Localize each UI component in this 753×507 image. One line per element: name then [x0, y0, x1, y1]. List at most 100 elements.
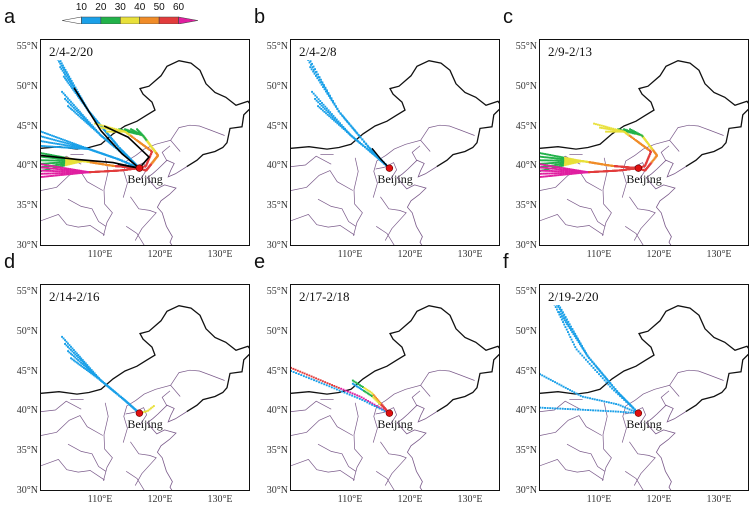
panel-letter: f [503, 251, 509, 273]
panel-letter: a [4, 6, 16, 28]
map-frame: Beijing 2/17-2/18 [290, 284, 500, 491]
latitude-label: 40°N [266, 405, 288, 417]
latitude-label: 50°N [266, 80, 288, 92]
colorbar-tick-label: 40 [134, 2, 146, 13]
longitude-label: 130°E [207, 249, 233, 260]
panel-letter: d [4, 251, 16, 273]
longitude-label: 130°E [457, 494, 483, 505]
beijing-marker [634, 164, 643, 172]
date-range-label: 2/19-2/20 [548, 289, 599, 305]
longitude-label: 130°E [207, 494, 233, 505]
latitude-label: 45°N [16, 365, 38, 377]
latitude-label: 35°N [16, 200, 38, 212]
map-canvas [540, 292, 748, 490]
latitude-label: 55°N [16, 40, 38, 52]
map-panel-b: b 55°N 50°N 45°N 40°N 35°N 30°N Beijing 2/4-2/8 1… [254, 6, 500, 260]
latitude-label: 50°N [16, 325, 38, 337]
longitude-label: 110°E [87, 249, 113, 260]
longitude-label: 110°E [87, 494, 113, 505]
beijing-label: Beijing [127, 172, 163, 187]
latitude-label: 35°N [515, 200, 537, 212]
map-canvas [41, 47, 249, 245]
map-panel-a: a 55°N 50°N 45°N 40°N 35°N 30°N Beijing 2/4-2/20… [4, 6, 250, 260]
latitude-label: 50°N [16, 80, 38, 92]
colorbar-tick-label: 60 [173, 2, 185, 13]
latitude-label: 55°N [266, 285, 288, 297]
beijing-marker [385, 164, 394, 172]
beijing-label: Beijing [377, 172, 413, 187]
map-frame: Beijing 2/4-2/20 [40, 39, 250, 246]
longitude-label: 120°E [646, 494, 672, 505]
latitude-label: 45°N [266, 365, 288, 377]
latitude-label: 30°N [515, 240, 537, 251]
trajectories [540, 292, 640, 415]
latitude-label: 50°N [515, 325, 537, 337]
longitude-label: 110°E [586, 494, 612, 505]
longitude-label: 110°E [337, 494, 363, 505]
date-range-label: 2/14-2/16 [49, 289, 100, 305]
latitude-label: 45°N [266, 120, 288, 132]
colorbar: 10 20 30 40 50 60 [61, 2, 199, 25]
latitude-label: 45°N [515, 120, 537, 132]
latitude-label: 40°N [515, 160, 537, 172]
colorbar-segment [178, 16, 199, 25]
longitude-label: 130°E [706, 494, 732, 505]
longitude-label: 130°E [706, 249, 732, 260]
latitude-label: 30°N [16, 485, 38, 496]
map-canvas [291, 47, 499, 245]
colorbar-tick-label: 10 [75, 2, 87, 13]
beijing-marker [135, 409, 144, 417]
beijing-marker [135, 164, 144, 172]
map-panel-f: f 55°N 50°N 45°N 40°N 35°N 30°N Beijing 2/19-2/2… [503, 251, 749, 505]
latitude-label: 40°N [515, 405, 537, 417]
latitude-label: 40°N [266, 160, 288, 172]
date-range-label: 2/17-2/18 [299, 289, 350, 305]
panel-letter: b [254, 6, 266, 28]
trajectories [41, 47, 159, 178]
latitude-label: 45°N [515, 365, 537, 377]
latitude-label: 45°N [16, 120, 38, 132]
map-frame: Beijing 2/14-2/16 [40, 284, 250, 491]
latitude-label: 55°N [515, 40, 537, 52]
panel-letter: e [254, 251, 266, 273]
colorbar-tick-label: 50 [153, 2, 165, 13]
map-canvas [540, 60, 748, 245]
colorbar-scale [61, 16, 199, 25]
map-frame: Beijing 2/19-2/20 [539, 284, 749, 491]
latitude-label: 30°N [266, 485, 288, 496]
longitude-label: 120°E [147, 249, 173, 260]
longitude-label: 120°E [646, 249, 672, 260]
beijing-marker [385, 409, 394, 417]
latitude-label: 35°N [266, 200, 288, 212]
map-canvas [41, 305, 249, 490]
latitude-label: 30°N [16, 240, 38, 251]
longitude-label: 110°E [586, 249, 612, 260]
date-range-label: 2/9-2/13 [548, 44, 593, 60]
map-panel-e: e 55°N 50°N 45°N 40°N 35°N 30°N Beijing 2/17-2/1… [254, 251, 500, 505]
longitude-label: 120°E [147, 494, 173, 505]
colorbar-tick-label: 20 [95, 2, 107, 13]
date-range-label: 2/4-2/20 [49, 44, 94, 60]
longitude-label: 120°E [397, 249, 423, 260]
latitude-label: 50°N [266, 325, 288, 337]
map-canvas [291, 305, 499, 490]
map-panel-c: c 55°N 50°N 45°N 40°N 35°N 30°N Beijing 2/9-2/13… [503, 6, 749, 260]
beijing-label: Beijing [626, 172, 662, 187]
beijing-marker [634, 409, 643, 417]
latitude-label: 30°N [515, 485, 537, 496]
latitude-label: 55°N [16, 285, 38, 297]
longitude-label: 120°E [397, 494, 423, 505]
map-frame: Beijing 2/9-2/13 [539, 39, 749, 246]
beijing-label: Beijing [377, 417, 413, 432]
map-panel-d: d 55°N 50°N 45°N 40°N 35°N 30°N Beijing 2/14-2/1… [4, 251, 250, 505]
latitude-label: 30°N [266, 240, 288, 251]
latitude-label: 40°N [16, 160, 38, 172]
date-range-label: 2/4-2/8 [299, 44, 337, 60]
latitude-label: 50°N [515, 80, 537, 92]
beijing-label: Beijing [626, 417, 662, 432]
trajectories [61, 335, 155, 415]
panel-letter: c [503, 6, 513, 28]
latitude-label: 35°N [515, 445, 537, 457]
trajectories [302, 47, 391, 170]
beijing-label: Beijing [127, 417, 163, 432]
